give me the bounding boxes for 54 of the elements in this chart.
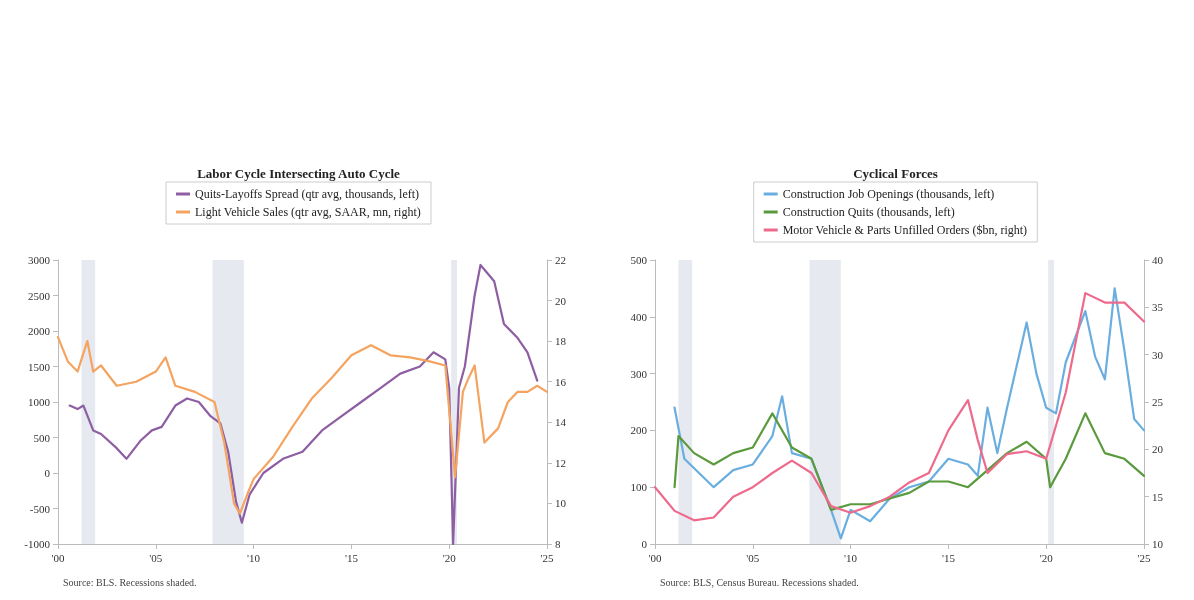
legend-label: Light Vehicle Sales (qtr avg, SAAR, mn, right) bbox=[195, 205, 421, 219]
source-note: Source: BLS, Census Bureau. Recessions shaded. bbox=[660, 576, 859, 588]
y2-tick-label: 18 bbox=[555, 335, 567, 348]
line-series bbox=[68, 263, 539, 546]
y-tick-label: 2000 bbox=[28, 325, 51, 337]
y-tick-label: 300 bbox=[630, 367, 648, 380]
x-tick-label: '15 bbox=[941, 551, 956, 564]
y-tick-label: 1000 bbox=[28, 396, 51, 408]
x-tick-label: '25 bbox=[1137, 551, 1151, 564]
y-tick-label: 200 bbox=[630, 424, 648, 437]
x-tick-label: '05 bbox=[149, 551, 163, 564]
y2-tick-label: 20 bbox=[1152, 443, 1164, 456]
y-tick-label: 3000 bbox=[28, 254, 51, 266]
y2-tick-label: 30 bbox=[1152, 348, 1164, 361]
y-tick-label: 2500 bbox=[28, 289, 51, 302]
y2-tick-label: 15 bbox=[1152, 490, 1164, 503]
y-tick-label: 0 bbox=[641, 538, 648, 550]
chart-title: Labor Cycle Intersecting Auto Cycle bbox=[197, 166, 401, 181]
legend-label: Quits-Layoffs Spread (qtr avg, thousands, left) bbox=[195, 187, 420, 201]
y2-tick-label: 20 bbox=[555, 294, 567, 307]
y2-tick-label: 25 bbox=[1152, 396, 1164, 408]
x-tick-label: '15 bbox=[344, 551, 359, 564]
x-tick-label: '20 bbox=[442, 551, 457, 564]
x-tick-label: '00 bbox=[51, 551, 65, 564]
y-tick-label: 400 bbox=[630, 310, 648, 323]
y-tick-label: -1000 bbox=[24, 538, 51, 550]
y-tick-label: 0 bbox=[44, 467, 51, 479]
legend-label: Construction Job Openings (thousands, left) bbox=[782, 187, 995, 201]
x-tick-label: '10 bbox=[247, 551, 261, 564]
y-tick-label: 100 bbox=[630, 481, 648, 494]
x-tick-label: '05 bbox=[746, 551, 760, 564]
y2-tick-label: 16 bbox=[555, 375, 567, 388]
y-tick-label: 500 bbox=[630, 254, 648, 266]
y-tick-label: 1500 bbox=[28, 360, 51, 373]
source-note: Source: BLS. Recessions shaded. bbox=[63, 576, 197, 588]
line-series bbox=[673, 412, 1146, 512]
y2-tick-label: 10 bbox=[555, 497, 567, 510]
y2-tick-label: 22 bbox=[555, 254, 566, 266]
legend-label: Construction Quits (thousands, left) bbox=[782, 205, 955, 219]
chart-title: Cyclical Forces bbox=[853, 166, 938, 181]
x-tick-label: '10 bbox=[844, 551, 858, 564]
legend-label: Motor Vehicle & Parts Unfilled Orders ($bn, right) bbox=[782, 223, 1028, 237]
y2-tick-label: 12 bbox=[555, 456, 566, 469]
line-series bbox=[56, 335, 549, 515]
y2-tick-label: 14 bbox=[555, 416, 567, 429]
y2-tick-label: 10 bbox=[1152, 538, 1164, 550]
x-tick-label: '20 bbox=[1039, 551, 1054, 564]
y2-tick-label: 35 bbox=[1152, 301, 1164, 314]
y-tick-label: 500 bbox=[33, 431, 51, 444]
x-tick-label: '25 bbox=[540, 551, 554, 564]
y2-tick-label: 40 bbox=[1152, 254, 1164, 266]
y-tick-label: -500 bbox=[29, 502, 51, 515]
x-tick-label: '00 bbox=[648, 551, 662, 564]
y2-tick-label: 8 bbox=[555, 538, 561, 550]
